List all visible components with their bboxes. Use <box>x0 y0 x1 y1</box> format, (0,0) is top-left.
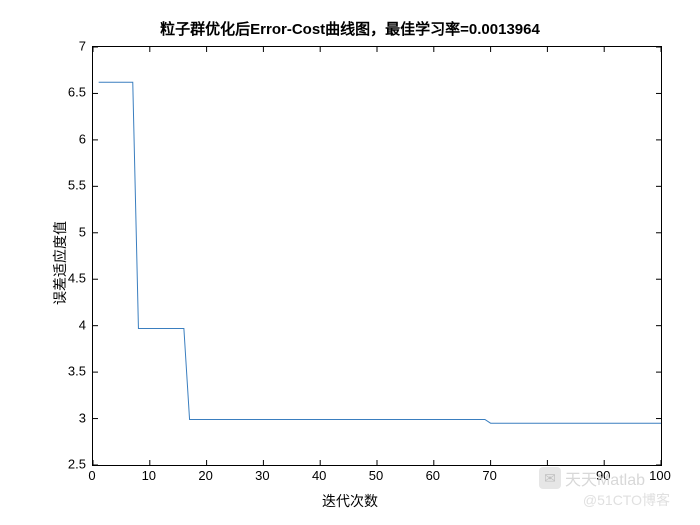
y-tick-label: 3.5 <box>58 364 86 379</box>
x-tick-label: 100 <box>649 468 671 483</box>
y-tick-label: 5 <box>58 224 86 239</box>
y-tick-label: 6 <box>58 131 86 146</box>
watermark-secondary: @51CTO博客 <box>583 490 670 510</box>
y-tick-label: 5.5 <box>58 178 86 193</box>
figure-container: 粒子群优化后Error-Cost曲线图，最佳学习率=0.0013964 误差适应… <box>0 0 700 525</box>
y-tick-label: 4.5 <box>58 271 86 286</box>
y-tick-label: 6.5 <box>58 85 86 100</box>
y-tick-label: 3 <box>58 410 86 425</box>
data-line <box>99 82 661 423</box>
y-tick-label: 2.5 <box>58 457 86 472</box>
chart-title: 粒子群优化后Error-Cost曲线图，最佳学习率=0.0013964 <box>0 18 700 39</box>
plot-svg <box>93 47 661 465</box>
x-tick-label: 40 <box>312 468 326 483</box>
y-tick-label: 4 <box>58 317 86 332</box>
x-tick-label: 0 <box>88 468 95 483</box>
y-tick-label: 7 <box>58 39 86 54</box>
wechat-icon: ✉ <box>539 467 561 489</box>
watermark-primary-text: 天天Matlab <box>565 466 645 490</box>
plot-area <box>92 46 662 466</box>
x-tick-label: 70 <box>482 468 496 483</box>
x-tick-label: 20 <box>198 468 212 483</box>
x-tick-label: 50 <box>369 468 383 483</box>
x-tick-label: 30 <box>255 468 269 483</box>
watermark-primary: ✉ 天天Matlab <box>539 466 645 490</box>
x-tick-label: 60 <box>426 468 440 483</box>
x-tick-label: 10 <box>142 468 156 483</box>
